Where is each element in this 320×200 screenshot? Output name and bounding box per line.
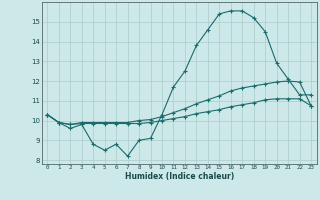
X-axis label: Humidex (Indice chaleur): Humidex (Indice chaleur) (124, 172, 234, 181)
